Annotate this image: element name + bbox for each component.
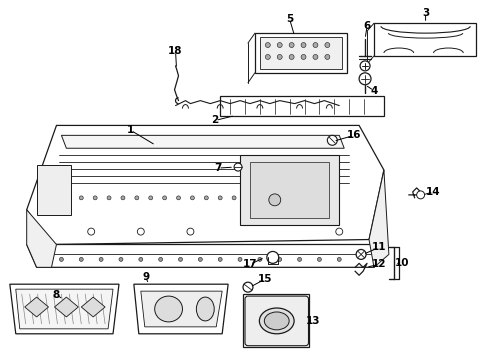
Circle shape	[121, 196, 124, 200]
Polygon shape	[373, 23, 475, 56]
Circle shape	[238, 257, 242, 261]
Circle shape	[243, 282, 252, 292]
Text: 17: 17	[242, 259, 257, 269]
FancyBboxPatch shape	[244, 296, 308, 346]
Circle shape	[312, 54, 317, 59]
Text: 14: 14	[426, 187, 440, 197]
Circle shape	[266, 251, 278, 264]
Circle shape	[359, 61, 369, 71]
Polygon shape	[27, 210, 56, 267]
Circle shape	[335, 228, 342, 235]
Circle shape	[257, 257, 262, 261]
Circle shape	[277, 54, 282, 59]
Polygon shape	[249, 162, 328, 218]
Text: 1: 1	[127, 125, 134, 135]
Polygon shape	[27, 244, 383, 267]
Circle shape	[277, 257, 281, 261]
Text: 13: 13	[305, 316, 320, 326]
Text: 5: 5	[285, 14, 293, 24]
Polygon shape	[54, 297, 78, 317]
Circle shape	[324, 54, 329, 59]
Circle shape	[337, 257, 341, 261]
Circle shape	[190, 196, 194, 200]
Text: 9: 9	[142, 272, 149, 282]
Circle shape	[288, 54, 293, 59]
Circle shape	[60, 257, 63, 261]
Polygon shape	[25, 297, 48, 317]
Circle shape	[358, 73, 370, 85]
Polygon shape	[37, 165, 71, 215]
Polygon shape	[61, 135, 344, 148]
Circle shape	[137, 228, 144, 235]
Polygon shape	[16, 289, 113, 329]
Polygon shape	[240, 155, 339, 225]
Polygon shape	[81, 297, 105, 317]
Circle shape	[326, 135, 337, 145]
Ellipse shape	[154, 296, 182, 322]
Circle shape	[176, 196, 180, 200]
Circle shape	[186, 228, 194, 235]
Circle shape	[297, 257, 301, 261]
Polygon shape	[141, 291, 222, 327]
Circle shape	[79, 196, 83, 200]
Circle shape	[288, 42, 293, 48]
Circle shape	[204, 196, 208, 200]
Polygon shape	[134, 284, 228, 334]
Circle shape	[301, 42, 305, 48]
Circle shape	[324, 42, 329, 48]
Text: 18: 18	[168, 46, 183, 56]
Circle shape	[158, 257, 163, 261]
Circle shape	[416, 191, 424, 199]
Text: 16: 16	[346, 130, 361, 140]
Text: 6: 6	[363, 21, 370, 31]
Polygon shape	[259, 37, 342, 69]
Text: 12: 12	[371, 259, 386, 269]
Circle shape	[355, 249, 366, 260]
Circle shape	[317, 257, 321, 261]
Text: 8: 8	[53, 290, 60, 300]
Circle shape	[135, 196, 139, 200]
Ellipse shape	[196, 297, 214, 321]
Circle shape	[218, 196, 222, 200]
Polygon shape	[368, 170, 388, 267]
Circle shape	[265, 54, 270, 59]
Circle shape	[119, 257, 122, 261]
Ellipse shape	[264, 312, 288, 330]
Circle shape	[312, 42, 317, 48]
Circle shape	[163, 196, 166, 200]
Polygon shape	[27, 125, 383, 244]
Text: 15: 15	[257, 274, 271, 284]
Text: 3: 3	[421, 8, 428, 18]
Circle shape	[139, 257, 142, 261]
Circle shape	[232, 196, 236, 200]
Circle shape	[198, 257, 202, 261]
Circle shape	[268, 194, 280, 206]
Ellipse shape	[259, 308, 293, 334]
Circle shape	[218, 257, 222, 261]
Polygon shape	[243, 294, 309, 347]
Circle shape	[79, 257, 83, 261]
Text: 7: 7	[214, 163, 222, 173]
Circle shape	[148, 196, 152, 200]
Circle shape	[87, 228, 95, 235]
Polygon shape	[220, 96, 383, 116]
Polygon shape	[10, 284, 119, 334]
Circle shape	[277, 42, 282, 48]
Text: 11: 11	[371, 243, 386, 252]
Text: 4: 4	[369, 86, 377, 96]
Circle shape	[99, 257, 103, 261]
Text: 2: 2	[211, 116, 219, 126]
Circle shape	[107, 196, 111, 200]
Polygon shape	[254, 33, 346, 73]
Circle shape	[265, 42, 270, 48]
Circle shape	[234, 163, 242, 171]
Circle shape	[178, 257, 182, 261]
Circle shape	[301, 54, 305, 59]
Text: 10: 10	[394, 258, 408, 268]
Circle shape	[93, 196, 97, 200]
